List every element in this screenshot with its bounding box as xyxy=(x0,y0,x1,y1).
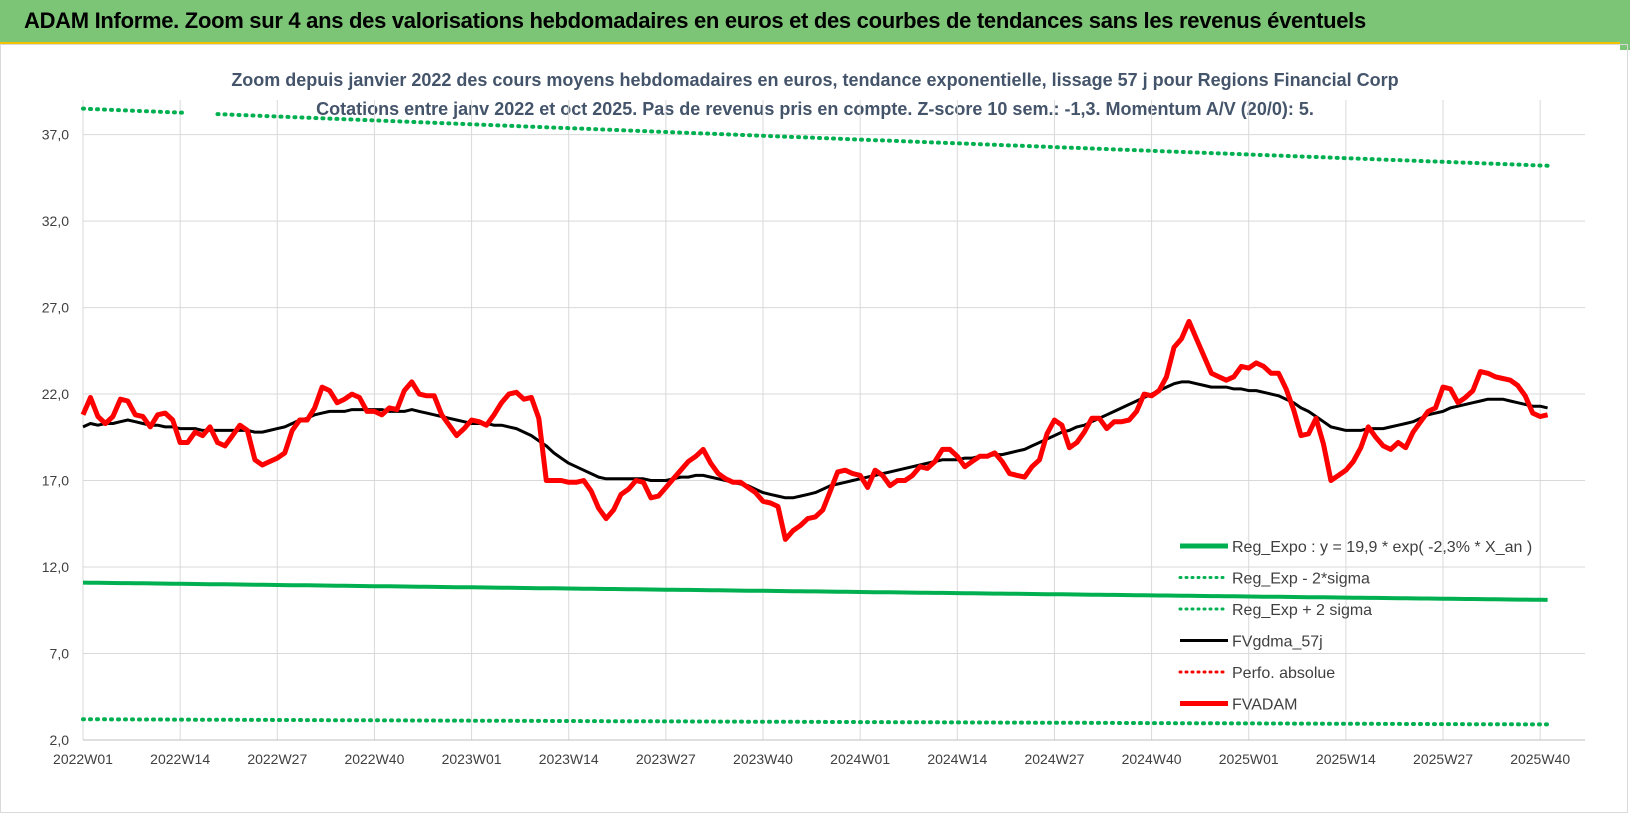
reg-plus-2sigma-line xyxy=(215,112,1550,168)
x-tick-label: 2023W01 xyxy=(442,751,502,767)
x-tick-label: 2023W27 xyxy=(636,751,696,767)
legend: Reg_Expo : y = 19,9 * exp( -2,3% * X_an … xyxy=(1178,539,1532,714)
chart-title-line2: Cotations entre janv 2022 et oct 2025. P… xyxy=(316,99,1314,119)
legend-label-fvgdma: FVgdma_57j xyxy=(1232,634,1323,651)
chart-title-line1: Zoom depuis janvier 2022 des cours moyen… xyxy=(231,70,1398,90)
x-tick-label: 2023W14 xyxy=(539,751,599,767)
page-title: ADAM Informe. Zoom sur 4 ans des valoris… xyxy=(24,8,1366,33)
reg-minus-2sigma-line xyxy=(81,717,1550,727)
x-tick-label: 2025W40 xyxy=(1510,751,1570,767)
x-tick-label: 2025W14 xyxy=(1316,751,1376,767)
y-tick-label: 7,0 xyxy=(50,646,70,662)
x-tick-label: 2024W27 xyxy=(1024,751,1084,767)
fvadam-line xyxy=(80,318,1549,542)
x-tick-label: 2022W40 xyxy=(344,751,404,767)
y-tick-label: 12,0 xyxy=(42,559,69,575)
chart-frame xyxy=(0,44,1628,813)
y-tick-label: 37,0 xyxy=(42,127,69,143)
legend-label-reg_expo: Reg_Expo : y = 19,9 * exp( -2,3% * X_an … xyxy=(1232,539,1532,556)
x-tick-label: 2025W27 xyxy=(1413,751,1473,767)
axis-layer: 2,0 7,0 12,0 17,0 22,0 27,0 32,0 37,0 2022W01 202… xyxy=(42,127,1585,767)
y-tick-label: 2,0 xyxy=(50,732,70,748)
x-tick-label: 2023W40 xyxy=(733,751,793,767)
y-tick-label: 17,0 xyxy=(42,473,69,489)
y-tick-label: 27,0 xyxy=(42,300,69,316)
series-layer xyxy=(80,106,1550,727)
x-tick-label: 2022W01 xyxy=(53,751,113,767)
reg-plus-2sigma-line xyxy=(81,106,190,115)
x-tick-label: 2025W01 xyxy=(1219,751,1279,767)
y-tick-label: 32,0 xyxy=(42,213,69,229)
x-tick-label: 2024W40 xyxy=(1122,751,1182,767)
legend-label-reg_minus: Reg_Exp - 2*sigma xyxy=(1232,571,1370,588)
reg-expo-line xyxy=(82,580,1548,602)
header-banner: ADAM Informe. Zoom sur 4 ans des valoris… xyxy=(0,0,1630,44)
y-tick-label: 22,0 xyxy=(42,386,69,402)
fvgdma-57j-line xyxy=(82,380,1548,500)
x-tick-label: 2022W14 xyxy=(150,751,210,767)
grid-layer xyxy=(82,100,1585,741)
legend-label-reg_plus: Reg_Exp + 2 sigma xyxy=(1232,602,1372,619)
x-tick-label: 2024W01 xyxy=(830,751,890,767)
x-tick-label: 2024W14 xyxy=(927,751,987,767)
legend-label-perfo: Perfo. absolue xyxy=(1232,665,1335,682)
legend-label-fvadam: FVADAM xyxy=(1232,697,1297,714)
x-tick-label: 2022W27 xyxy=(247,751,307,767)
